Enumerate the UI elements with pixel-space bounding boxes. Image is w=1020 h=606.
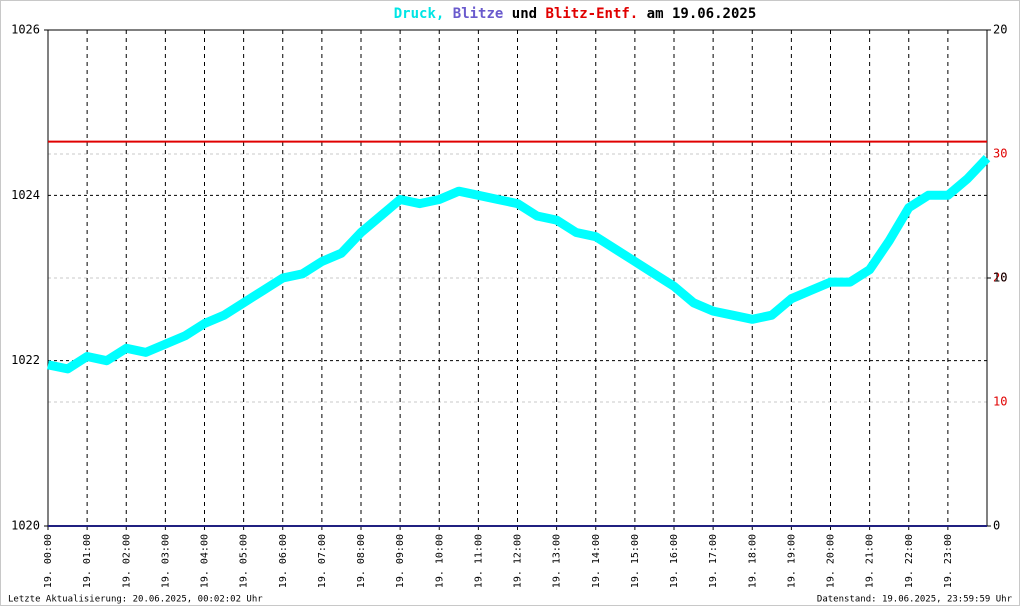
x-tick-label: 19. 12:00 [513,534,524,588]
x-tick-label: 19. 11:00 [473,534,484,588]
x-tick-label: 19. 21:00 [865,534,876,588]
x-tick-label: 19. 06:00 [278,534,289,588]
y2-tick-label: 20 [993,23,1007,37]
y2-tick-label: 10 [993,271,1007,285]
x-tick-label: 19. 18:00 [747,534,758,588]
x-tick-label: 19. 00:00 [43,534,54,588]
x-tick-label: 19. 15:00 [630,534,641,588]
x-tick-label: 19. 08:00 [356,534,367,588]
x-tick-label: 19. 13:00 [552,534,563,588]
x-tick-label: 19. 01:00 [82,534,93,588]
y3-tick-label: 10 [993,395,1007,409]
x-tick-label: 19. 04:00 [200,534,211,588]
y3-tick-label: 20 [993,271,1007,285]
x-tick-label: 19. 16:00 [669,534,680,588]
title-part: und [512,6,537,22]
footer-right: Datenstand: 19.06.2025, 23:59:59 Uhr [817,595,1013,605]
y3-tick-label: 30 [993,147,1007,161]
x-tick-label: 19. 05:00 [239,534,250,588]
x-tick-label: 19. 19:00 [786,534,797,588]
x-tick-label: 19. 10:00 [434,534,445,588]
series-line [47,155,991,374]
x-tick-label: 19. 20:00 [826,534,837,588]
y-tick-label: 1020 [11,519,40,533]
x-tick-label: 19. 23:00 [943,534,954,588]
footer-left: Letzte Aktualisierung: 20.06.2025, 00:02… [8,595,263,605]
x-tick-label: 19. 22:00 [904,534,915,588]
y-tick-label: 1022 [11,353,40,367]
title-part: Blitze [453,6,504,22]
title-part: Blitz-Entf. [546,6,639,22]
y-tick-label: 1024 [11,188,40,202]
y2-tick-label: 0 [993,519,1000,533]
x-tick-label: 19. 07:00 [317,534,328,588]
x-tick-label: 19. 09:00 [395,534,406,588]
title-part: am 19.06.2025 [647,6,757,22]
title-part: Druck, [394,6,445,22]
x-tick-label: 19. 14:00 [591,534,602,588]
chart-title: Druck, Blitze und Blitz-Entf. am 19.06.2… [394,6,757,22]
x-tick-label: 19. 02:00 [121,534,132,588]
y-tick-label: 1026 [11,23,40,37]
x-tick-label: 19. 17:00 [708,534,719,588]
x-tick-label: 19. 03:00 [160,534,171,588]
